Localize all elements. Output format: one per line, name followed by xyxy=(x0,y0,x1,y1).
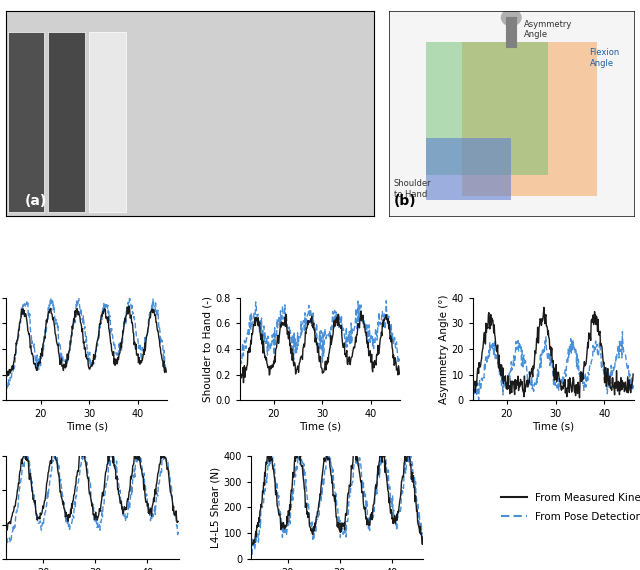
FancyBboxPatch shape xyxy=(426,139,511,200)
X-axis label: Time (s): Time (s) xyxy=(66,422,108,432)
Y-axis label: Asymmetry Angle (°): Asymmetry Angle (°) xyxy=(438,294,449,404)
FancyBboxPatch shape xyxy=(426,42,548,176)
X-axis label: Time (s): Time (s) xyxy=(532,422,574,432)
Legend: From Measured Kinematics, From Pose Detection: From Measured Kinematics, From Pose Dete… xyxy=(501,493,640,522)
Y-axis label: L4-L5 Shear (N): L4-L5 Shear (N) xyxy=(211,467,221,548)
Y-axis label: Shoulder to Hand (-): Shoulder to Hand (-) xyxy=(202,296,212,402)
FancyBboxPatch shape xyxy=(89,32,126,212)
Circle shape xyxy=(501,9,521,26)
Text: Asymmetry
Angle: Asymmetry Angle xyxy=(524,19,572,39)
FancyBboxPatch shape xyxy=(8,32,44,212)
Text: (b): (b) xyxy=(394,194,417,208)
FancyBboxPatch shape xyxy=(49,32,85,212)
Text: (a): (a) xyxy=(25,194,47,208)
FancyBboxPatch shape xyxy=(462,42,597,196)
Text: Flexion
Angle: Flexion Angle xyxy=(589,48,620,68)
Text: Shoulder
to Hand: Shoulder to Hand xyxy=(394,180,431,199)
X-axis label: Time (s): Time (s) xyxy=(299,422,341,432)
